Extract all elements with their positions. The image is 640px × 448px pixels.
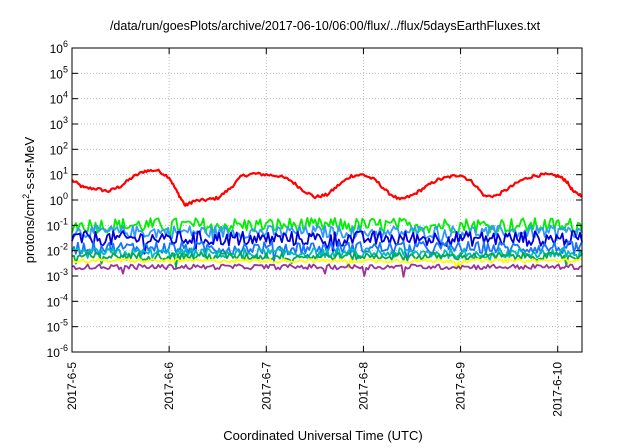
x-tick-label: 2017-6-9 [454, 362, 468, 410]
y-tick-label: 105 [50, 64, 68, 81]
y-axis-title-prefix: protons/cm [22, 199, 37, 263]
y-tick-base: 10 [47, 270, 61, 284]
y-tick-exp: -5 [60, 318, 68, 328]
y-tick-exp: 2 [63, 140, 68, 150]
y-tick-base: 10 [50, 169, 64, 183]
y-tick-label: 10-6 [47, 343, 68, 360]
x-tick-label: 2017-6-10 [551, 362, 565, 417]
y-tick-exp: 0 [63, 191, 68, 201]
x-tick-label: 2017-6-7 [259, 362, 273, 410]
x-tick-label: 2017-6-8 [356, 362, 370, 410]
y-axis-title: protons/cm2-s-sr-MeV [21, 136, 37, 263]
y-tick-base: 10 [50, 42, 64, 56]
series-line-7 [71, 258, 583, 271]
y-axis: 10-610-510-410-310-210-11001011021031041… [47, 39, 582, 360]
y-tick-exp: 6 [63, 39, 68, 49]
chart-title: /data/run/goesPlots/archive/2017-06-10/0… [110, 19, 541, 33]
series-line-6 [71, 251, 583, 269]
y-tick-label: 104 [50, 90, 68, 107]
y-axis-title-suffix: -s-sr-MeV [22, 136, 37, 193]
y-tick-exp: 4 [63, 90, 68, 100]
y-tick-exp: -3 [60, 267, 68, 277]
y-tick-base: 10 [47, 219, 61, 233]
y-tick-label: 100 [50, 191, 68, 208]
y-tick-label: 10-5 [47, 318, 68, 335]
series-line-8 [71, 263, 583, 278]
y-tick-base: 10 [50, 118, 64, 132]
y-axis-title-sup: 2 [21, 194, 31, 199]
y-tick-exp: 5 [63, 64, 68, 74]
y-tick-label: 103 [50, 115, 68, 132]
series-line-0 [71, 168, 583, 207]
grid-lines [71, 47, 582, 353]
y-tick-base: 10 [47, 346, 61, 360]
y-tick-base: 10 [50, 143, 64, 157]
y-tick-label: 10-2 [47, 242, 68, 259]
y-tick-exp: 3 [63, 115, 68, 125]
y-tick-base: 10 [47, 321, 61, 335]
y-tick-base: 10 [47, 245, 61, 259]
series-line-4 [71, 240, 583, 262]
y-tick-label: 101 [50, 166, 68, 183]
y-tick-base: 10 [50, 93, 64, 107]
x-tick-label: 2017-6-6 [162, 362, 176, 410]
x-axis-title: Coordinated Universal Time (UTC) [223, 428, 422, 443]
y-tick-base: 10 [47, 295, 61, 309]
y-tick-exp: -2 [60, 242, 68, 252]
y-tick-label: 10-4 [47, 292, 68, 309]
series-line-2 [71, 224, 583, 245]
x-tick-label: 2017-6-5 [65, 362, 79, 410]
y-tick-label: 106 [50, 39, 68, 56]
y-tick-base: 10 [50, 194, 64, 208]
y-tick-label: 10-1 [47, 216, 68, 233]
x-axis: 2017-6-5 2017-6-6 2017-6-7 2017-6-8 2017-6-9… [65, 48, 565, 417]
y-tick-exp: -4 [60, 292, 68, 302]
y-tick-exp: -1 [60, 216, 68, 226]
y-tick-base: 10 [50, 67, 64, 81]
series-group [71, 168, 583, 278]
y-tick-exp: 1 [63, 166, 68, 176]
y-tick-label: 10-3 [47, 267, 68, 284]
y-tick-label: 102 [50, 140, 68, 157]
y-tick-exp: -6 [60, 343, 68, 353]
